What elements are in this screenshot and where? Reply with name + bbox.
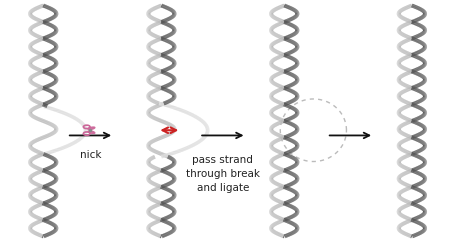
Ellipse shape bbox=[88, 127, 95, 129]
Text: pass strand
through break
and ligate: pass strand through break and ligate bbox=[186, 155, 260, 193]
Text: nick: nick bbox=[80, 150, 101, 160]
Ellipse shape bbox=[88, 131, 95, 133]
